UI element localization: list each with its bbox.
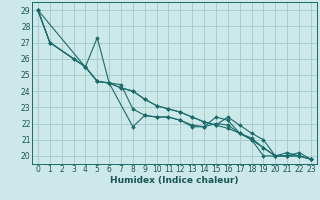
X-axis label: Humidex (Indice chaleur): Humidex (Indice chaleur) — [110, 176, 239, 185]
